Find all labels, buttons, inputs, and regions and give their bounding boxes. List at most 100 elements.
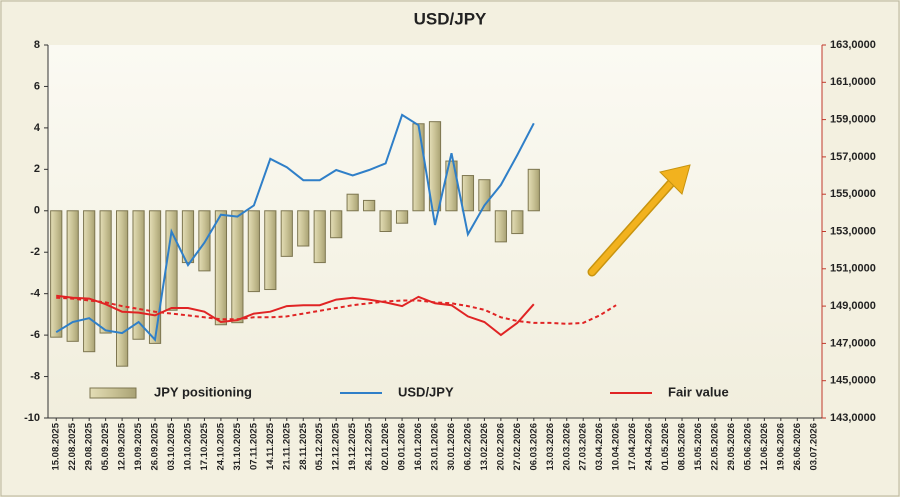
x-tick-label: 17.10.2025 <box>199 422 210 470</box>
x-tick-label: 05.09.2025 <box>100 422 111 470</box>
y2-tick-label: 161,0000 <box>830 76 876 88</box>
y2-tick-label: 147,0000 <box>830 337 876 349</box>
x-tick-label: 27.03.2026 <box>578 423 589 471</box>
bar <box>148 210 162 344</box>
legend-label: Fair value <box>668 384 729 399</box>
x-tick-label: 03.07.2026 <box>808 423 819 471</box>
legend-label: USD/JPY <box>398 384 454 399</box>
plot-area <box>48 45 822 418</box>
y2-tick-label: 151,0000 <box>830 263 876 275</box>
x-tick-label: 22.08.2025 <box>67 422 78 470</box>
x-tick-label: 20.02.2026 <box>495 423 506 471</box>
x-tick-label: 31.10.2025 <box>232 422 243 470</box>
bar <box>511 210 524 235</box>
bar <box>412 123 425 212</box>
bar <box>297 210 310 247</box>
y-tick-label: 2 <box>34 163 40 175</box>
bar <box>231 210 244 324</box>
y-tick-label: -10 <box>24 412 40 424</box>
x-tick-label: 12.12.2025 <box>331 422 342 470</box>
y2-tick-label: 149,0000 <box>830 300 876 312</box>
line-series <box>56 294 535 337</box>
x-tick-label: 03.04.2026 <box>594 423 605 471</box>
bar <box>527 168 540 212</box>
bar <box>116 210 129 367</box>
bar <box>379 210 392 232</box>
x-tick-label: 16.01.2026 <box>413 423 424 471</box>
x-tick-label: 21.11.2025 <box>281 422 292 470</box>
x-tick-label: 26.09.2025 <box>150 422 161 470</box>
bar <box>478 179 491 212</box>
y-tick-label: -6 <box>30 329 40 341</box>
legend-swatch <box>89 387 137 399</box>
x-tick-label: 24.04.2026 <box>644 423 655 471</box>
y-tick-label: 8 <box>34 39 40 51</box>
y2-tick-label: 157,0000 <box>830 151 876 163</box>
x-tick-label: 05.06.2026 <box>742 423 753 471</box>
bar <box>428 121 442 212</box>
bar <box>165 210 178 311</box>
y-tick-label: 4 <box>34 122 41 134</box>
x-tick-label: 12.06.2026 <box>759 423 770 471</box>
x-tick-label: 15.08.2025 <box>51 422 62 470</box>
x-tick-label: 02.01.2026 <box>380 423 391 471</box>
y-tick-label: -8 <box>30 370 40 382</box>
y2-tick-label: 155,0000 <box>830 188 876 200</box>
bar <box>264 210 277 291</box>
x-tick-label: 19.12.2025 <box>347 422 358 470</box>
bar <box>363 199 376 212</box>
bar <box>445 160 458 212</box>
x-tick-label: 19.09.2025 <box>133 422 144 470</box>
x-tick-label: 27.02.2026 <box>512 423 523 471</box>
x-tick-label: 06.02.2026 <box>462 423 473 471</box>
x-tick-label: 23.01.2026 <box>430 423 441 471</box>
bar <box>461 175 475 212</box>
bar <box>346 193 359 212</box>
x-tick-label: 24.10.2025 <box>215 422 226 470</box>
x-tick-label: 01.05.2026 <box>660 423 671 471</box>
trend-arrow <box>587 164 691 277</box>
bar <box>280 210 293 257</box>
x-tick-label: 29.05.2026 <box>726 423 737 471</box>
x-tick-label: 19.06.2026 <box>775 423 786 471</box>
x-tick-label: 09.01.2026 <box>397 423 408 471</box>
x-tick-label: 06.03.2026 <box>528 423 539 471</box>
bar <box>83 210 96 353</box>
bar <box>66 210 79 342</box>
bar <box>330 210 343 239</box>
bar <box>313 210 326 264</box>
x-tick-label: 14.11.2025 <box>265 422 276 470</box>
bar <box>214 210 228 326</box>
x-tick-label: 10.04.2026 <box>611 423 622 471</box>
x-tick-label: 12.09.2025 <box>117 422 128 470</box>
x-tick-label: 30.01.2026 <box>446 423 457 471</box>
bar <box>132 210 145 340</box>
bar <box>99 210 112 334</box>
y-tick-label: -4 <box>30 288 41 300</box>
line-series <box>56 296 617 325</box>
x-tick-label: 26.12.2025 <box>364 422 375 470</box>
x-tick-label: 26.06.2026 <box>792 423 803 471</box>
x-tick-label: 28.11.2025 <box>298 422 309 470</box>
bar <box>181 210 195 264</box>
x-tick-label: 08.05.2026 <box>677 423 688 471</box>
x-tick-label: 29.08.2025 <box>84 422 95 470</box>
y2-tick-label: 159,0000 <box>830 114 876 126</box>
x-tick-label: 07.11.2025 <box>248 422 259 470</box>
x-tick-label: 15.05.2026 <box>693 423 704 471</box>
bar <box>50 210 63 338</box>
y2-tick-label: 143,0000 <box>830 412 876 424</box>
y2-tick-label: 145,0000 <box>830 375 876 387</box>
bar <box>395 210 409 224</box>
bar <box>247 210 260 293</box>
x-tick-label: 05.12.2025 <box>314 422 325 470</box>
x-tick-label: 10.10.2025 <box>182 422 193 470</box>
y2-tick-label: 153,0000 <box>830 225 876 237</box>
legend-label: JPY positioning <box>154 384 252 399</box>
x-tick-label: 20.03.2026 <box>561 423 572 471</box>
chart-title: USD/JPY <box>414 9 487 28</box>
bar <box>494 210 507 243</box>
y-tick-label: 0 <box>34 205 40 217</box>
